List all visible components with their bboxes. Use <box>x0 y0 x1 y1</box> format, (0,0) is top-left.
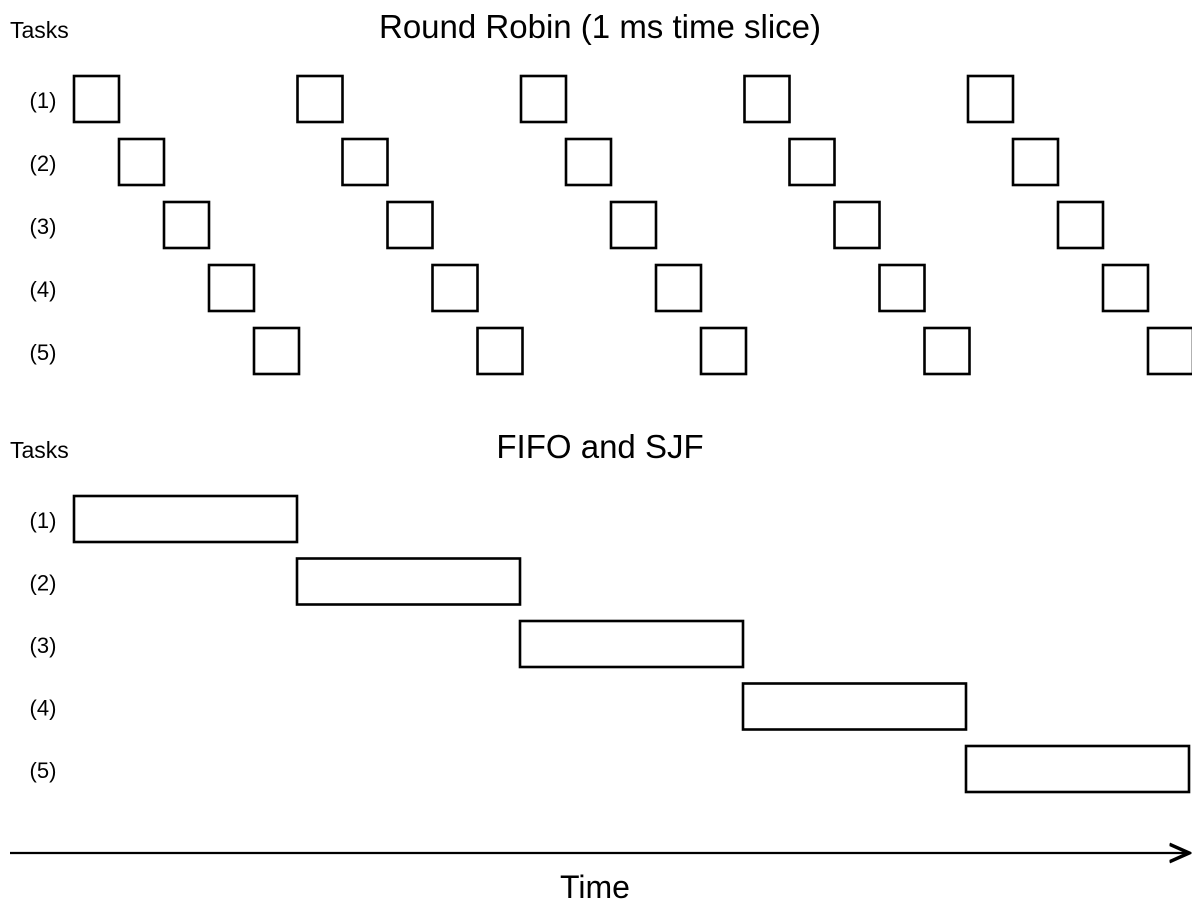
rr-time-slice <box>564 137 613 187</box>
rr-row-label: (5) <box>30 340 57 365</box>
rr-row-label: (3) <box>30 214 57 239</box>
fifo-row-label: (5) <box>30 758 57 783</box>
rr-time-slice <box>743 74 791 124</box>
rr-time-slice <box>1056 200 1105 250</box>
fifo-row-labels: (1) (2) (3) (4) (5) <box>30 508 57 783</box>
rr-row-label: (2) <box>30 151 57 176</box>
rr-time-slice <box>878 263 926 313</box>
rr-time-slice <box>252 326 301 376</box>
fifo-tasks-label: Tasks <box>10 437 69 463</box>
rr-time-slices <box>72 74 1192 376</box>
time-axis: Time <box>10 853 1187 905</box>
time-axis-label: Time <box>560 869 630 905</box>
fifo-task-block <box>72 494 299 544</box>
rr-tasks-label: Tasks <box>10 17 69 43</box>
rr-time-slice <box>1101 263 1150 313</box>
round-robin-section: Tasks Round Robin (1 ms time slice) (1)(… <box>10 8 1192 376</box>
rr-time-slice <box>117 137 166 187</box>
rr-time-slice <box>386 200 434 250</box>
fifo-task-block <box>295 557 522 606</box>
rr-title: Round Robin (1 ms time slice) <box>379 8 821 45</box>
fifo-row-label: (3) <box>30 633 57 658</box>
fifo-task-blocks <box>72 494 1191 794</box>
rr-row-labels: (1) (2) (3) (4) (5) <box>30 88 57 365</box>
fifo-row-label: (4) <box>30 696 57 721</box>
fifo-sjf-section: Tasks FIFO and SJF (1) (2) (3) (4) (5) <box>10 428 1191 794</box>
rr-time-slice <box>1011 137 1060 187</box>
rr-time-slice <box>72 74 121 124</box>
rr-time-slice <box>296 74 344 124</box>
rr-time-slice <box>609 200 658 250</box>
fifo-task-block <box>964 744 1191 794</box>
rr-time-slice <box>654 263 703 313</box>
fifo-row-label: (1) <box>30 508 57 533</box>
rr-time-slice <box>431 263 479 313</box>
rr-row-label: (1) <box>30 88 57 113</box>
rr-time-slice <box>1146 326 1192 376</box>
fifo-task-block <box>518 619 745 669</box>
fifo-title: FIFO and SJF <box>496 428 703 465</box>
rr-row-label: (4) <box>30 277 57 302</box>
fifo-row-label: (2) <box>30 571 57 596</box>
rr-time-slice <box>923 326 971 376</box>
fifo-task-block <box>741 682 968 731</box>
rr-time-slice <box>476 326 524 376</box>
rr-time-slice <box>341 137 389 187</box>
rr-time-slice <box>788 137 836 187</box>
rr-time-slice <box>162 200 211 250</box>
rr-time-slice <box>966 74 1015 124</box>
rr-time-slice <box>207 263 256 313</box>
rr-time-slice <box>519 74 568 124</box>
rr-time-slice <box>833 200 881 250</box>
rr-time-slice <box>699 326 748 376</box>
